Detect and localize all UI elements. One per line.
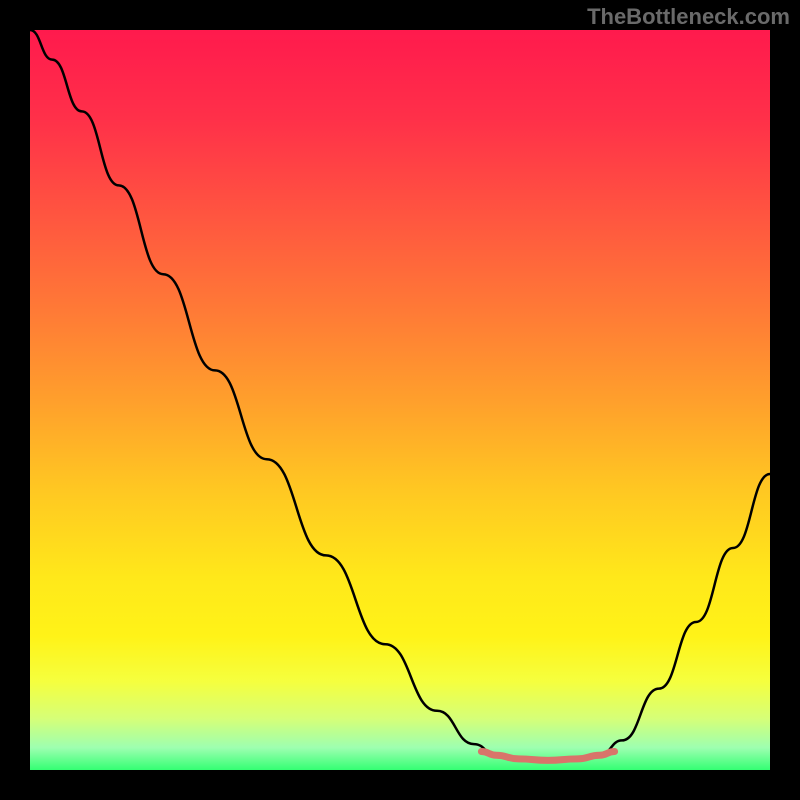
bottleneck-curve (30, 30, 770, 760)
chart-curve-layer (30, 30, 770, 770)
watermark-text: TheBottleneck.com (587, 4, 790, 30)
chart-plot-area (30, 30, 770, 770)
optimum-highlight-segment (481, 752, 614, 761)
